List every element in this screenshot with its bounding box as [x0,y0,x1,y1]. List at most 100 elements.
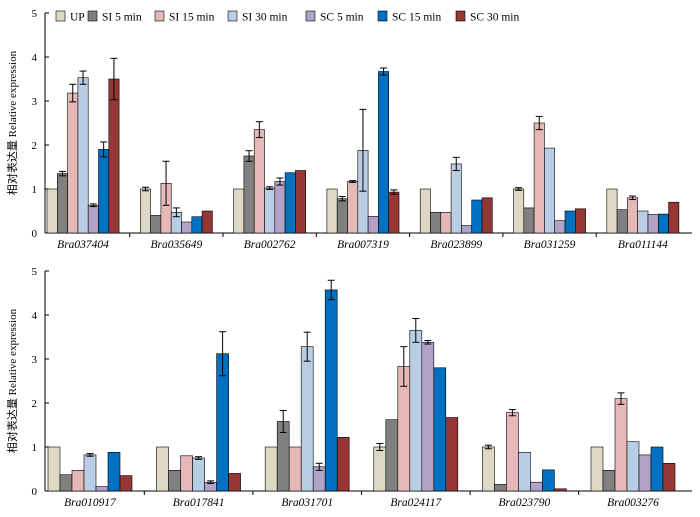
bar [347,181,359,234]
category-label: Bra023790 [499,497,551,509]
bar [168,470,181,492]
bar [284,172,296,234]
category-label: Bra023899 [430,239,482,251]
bar [430,212,442,234]
bar [385,419,399,492]
bar [421,341,435,492]
category-label: Bra003276 [607,497,659,509]
legend-swatch [305,10,316,22]
y-tick-label: 5 [32,266,38,278]
chart-panel-1: 0 1 2 3 4 5 相对表达量 Relative expression Bra037404… [5,8,692,251]
bar [47,446,61,492]
bar [150,215,162,234]
bar [295,170,306,234]
bar [544,147,556,234]
bar [77,77,89,234]
category-label: Bra037404 [57,239,109,251]
y-axis-label: 相对表达量 Relative expression [5,50,19,195]
bar [107,451,121,492]
bar [191,216,203,234]
bar [564,210,576,234]
legend-label: SI 15 min [169,12,215,24]
bar [650,446,664,492]
category-label: Bra017841 [173,497,225,509]
legend-swatch [455,10,466,22]
y-tick-label: 3 [32,354,38,366]
legend-swatch [154,10,165,22]
bar [336,198,348,234]
bar [614,398,628,492]
bar [108,78,120,234]
bar [461,225,472,234]
bar [140,188,151,234]
bar [228,473,241,492]
category-label: Bra031701 [281,497,333,509]
bar [59,474,73,492]
bar [46,188,58,234]
bar [433,367,447,492]
y-tick-label: 4 [32,52,38,64]
bar [156,446,169,492]
bar [554,220,566,234]
category-label: Bra024117 [390,497,442,509]
legend: UP SI 5 min SI 15 min SI 30 min SC 5 min SC 1… [55,10,519,24]
category-label: Bra002762 [244,239,296,251]
bar [83,454,97,492]
bar [181,221,193,234]
bar [409,330,423,492]
y-tick-label: 1 [32,442,38,454]
y-tick-label: 0 [32,228,38,240]
bar [606,188,618,234]
bar [367,215,379,234]
bar [554,488,567,492]
bar [627,197,639,234]
category-label: Bra010917 [64,497,117,509]
bar [373,446,387,492]
bar [243,155,255,234]
bar [494,484,507,492]
legend-label: SC 30 min [470,12,519,24]
bar [378,71,389,234]
category-label: Bra035649 [150,239,202,251]
y-tick-label: 4 [32,310,38,322]
y-tick-label: 2 [32,398,38,410]
bar [324,289,338,492]
category-label: Bra007319 [337,239,389,251]
legend-label: SI 5 min [102,12,142,24]
bar [657,213,669,234]
legend-swatch [377,10,388,22]
bar [523,207,535,234]
legend-label: SC 15 min [392,12,441,24]
bar [253,129,265,234]
bar [668,201,680,234]
bar [264,446,278,492]
bar [637,210,649,234]
bar [288,446,302,492]
chart-panel-2: 0 1 2 3 4 5 相对表达量 Relative expression Bra010917… [5,266,692,509]
bar [201,210,213,234]
legend-label: SI 30 min [242,12,288,24]
bar [542,469,555,492]
bar [67,92,79,234]
bar [336,437,350,492]
bar [274,181,286,234]
bar [440,212,452,234]
legend-swatch [227,10,238,22]
bar [647,214,659,234]
bar [513,188,525,234]
category-label: Bra031259 [524,239,576,251]
bar [326,188,338,234]
bar [616,209,628,234]
bar [388,191,400,234]
bar [300,346,314,492]
bar [56,173,68,234]
legend-swatch [55,10,66,22]
bar [662,462,676,492]
bar [180,455,193,492]
bar [98,149,110,234]
y-axis-label: 相对表达量 Relative expression [5,308,19,453]
bar [119,475,133,492]
y-tick-label: 3 [32,96,38,108]
bar [590,446,604,492]
